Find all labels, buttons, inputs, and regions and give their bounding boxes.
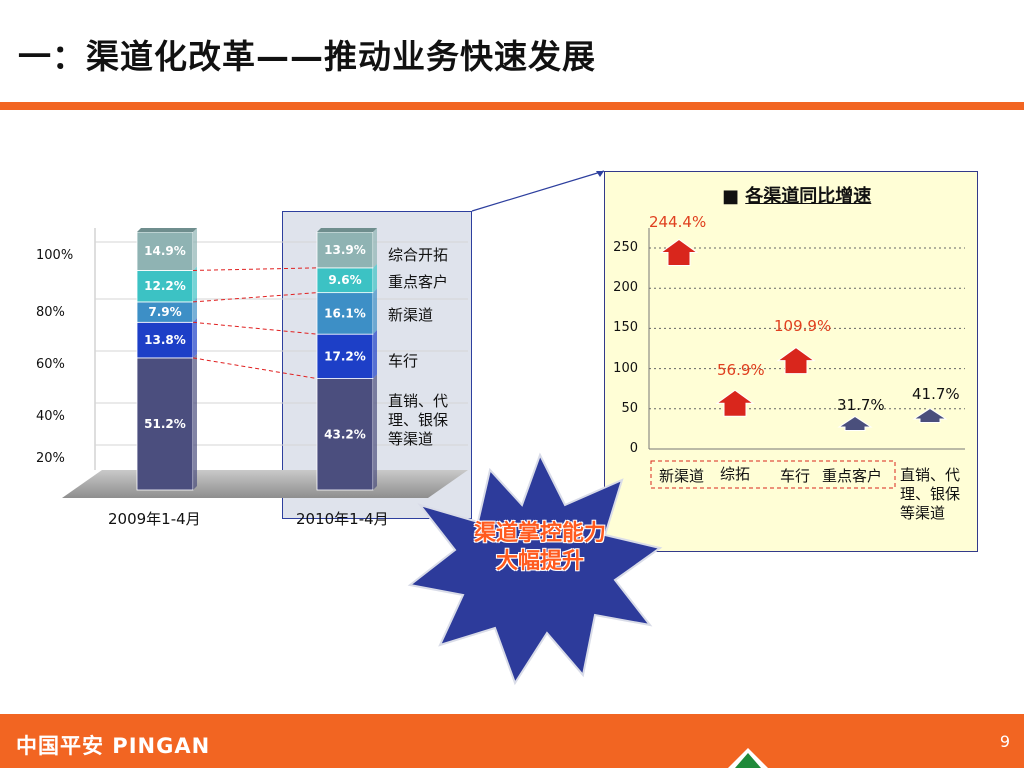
segment-connectors xyxy=(192,267,318,380)
growth-y-tick-label: 100 xyxy=(613,360,638,376)
connector-line xyxy=(192,357,318,380)
growth-value-label: 31.7% xyxy=(837,395,885,414)
page-number: 9 xyxy=(999,732,1010,751)
callout-text: 渠道掌控能力大幅提升 xyxy=(473,521,606,574)
growth-arrow-marker xyxy=(776,347,816,375)
bar-segment-side xyxy=(193,297,197,323)
bar-value-label: 51.2% xyxy=(144,417,186,431)
y-tick-label: 40% xyxy=(36,409,65,424)
zoom-connector-arrowhead xyxy=(596,171,604,177)
growth-y-tick-label: 250 xyxy=(613,240,638,255)
bar-value-label: 43.2% xyxy=(324,427,366,441)
callout-starburst xyxy=(407,452,663,686)
logo-text: 中国平安 PINGAN xyxy=(16,734,211,758)
growth-markers xyxy=(659,238,948,432)
bar-value-label: 13.9% xyxy=(324,243,366,257)
growth-gridlines xyxy=(648,228,965,450)
title-divider xyxy=(0,102,1024,110)
growth-arrow-marker xyxy=(659,238,699,267)
bar-segment-side xyxy=(373,288,377,335)
bar-segment xyxy=(316,292,374,335)
bar-segment-side xyxy=(193,353,197,490)
x-label-2009: 2009年1-4月 xyxy=(108,510,201,528)
category-new-channel: 新渠道 xyxy=(659,467,705,485)
bar-top-cap xyxy=(137,228,197,232)
bar-value-label: 17.2% xyxy=(324,349,366,363)
bar-value-label: 16.1% xyxy=(324,306,366,320)
x-label-2010: 2010年1-4月 xyxy=(296,510,389,528)
bar-top-cap xyxy=(317,228,377,232)
legend-dealership: 车行 xyxy=(388,352,419,370)
legend-comprehensive: 综合开拓 xyxy=(388,246,449,264)
y-tick-label: 80% xyxy=(36,305,65,320)
connector-line xyxy=(192,267,318,271)
connector-line xyxy=(192,321,318,335)
legend-direct-agency: 直销、代理、银保等渠道 xyxy=(388,392,449,448)
bar-segment-side xyxy=(193,266,197,302)
bar-value-label: 13.8% xyxy=(144,333,186,347)
bar-segment-side xyxy=(193,318,197,358)
stacked-bars: 51.2% 13.8% 7.9% 12.2% 14.9% 43.2% 17.2% 16.1% 9… xyxy=(136,228,377,491)
category-comprehensive: 综拓 xyxy=(720,465,751,483)
bar-value-label: 14.9% xyxy=(144,244,186,258)
growth-y-tick-label: 200 xyxy=(613,280,638,296)
bar-segment-side xyxy=(373,228,377,268)
bar-segment xyxy=(316,231,374,269)
title-bullet-icon: ■ xyxy=(722,186,746,207)
growth-y-tick-label: 0 xyxy=(629,441,638,456)
bar-segment-side xyxy=(193,228,197,271)
category-dealership: 车行 xyxy=(780,467,811,485)
bar-segment xyxy=(316,267,374,294)
bar-segment-side xyxy=(373,330,377,379)
y-tick-label: 20% xyxy=(36,451,65,466)
growth-value-label: 56.9% xyxy=(717,361,765,380)
category-key-accounts: 重点客户 xyxy=(822,467,883,485)
chart-floor xyxy=(62,470,468,498)
bar-segment xyxy=(136,270,194,303)
growth-value-label: 109.9% xyxy=(774,316,832,335)
zoom-connector-line xyxy=(471,170,605,212)
growth-arrow-marker xyxy=(912,407,948,423)
footer-bar xyxy=(0,714,1024,768)
bar-segment xyxy=(136,357,194,491)
bar-value-label: 7.9% xyxy=(148,305,181,319)
bar-segment xyxy=(136,231,194,271)
growth-arrow-marker xyxy=(715,389,755,417)
bar-segment-side xyxy=(373,263,377,293)
y-tick-label: 100% xyxy=(36,248,74,263)
y-tick-label: 60% xyxy=(36,357,65,372)
bar-segment xyxy=(136,321,194,359)
growth-value-label: 244.4% xyxy=(649,212,707,231)
bar-segment xyxy=(316,333,374,379)
pingan-emblem-icon xyxy=(728,748,768,768)
legend-key-accounts: 重点客户 xyxy=(388,273,449,291)
category-highlight-box xyxy=(650,460,896,489)
bar-value-label: 12.2% xyxy=(144,279,186,293)
growth-chart-title: ■ 各渠道同比增速 xyxy=(722,186,872,207)
growth-value-label: 41.7% xyxy=(912,385,960,404)
pingan-logo: 中国平安 PINGAN xyxy=(16,730,210,760)
slide-title: 一：渠道化改革——推动业务快速发展 xyxy=(18,37,596,76)
category-direct-agency: 直销、代理、银保等渠道 xyxy=(900,466,961,522)
growth-y-tick-label: 50 xyxy=(621,400,638,416)
connector-line xyxy=(192,292,318,303)
bar-value-label: 9.6% xyxy=(328,273,361,287)
bar-segment xyxy=(316,378,374,491)
growth-y-tick-label: 150 xyxy=(613,320,638,336)
growth-arrow-marker xyxy=(837,415,873,432)
bar-segment-side xyxy=(373,374,377,490)
legend-new-channel: 新渠道 xyxy=(388,306,434,324)
